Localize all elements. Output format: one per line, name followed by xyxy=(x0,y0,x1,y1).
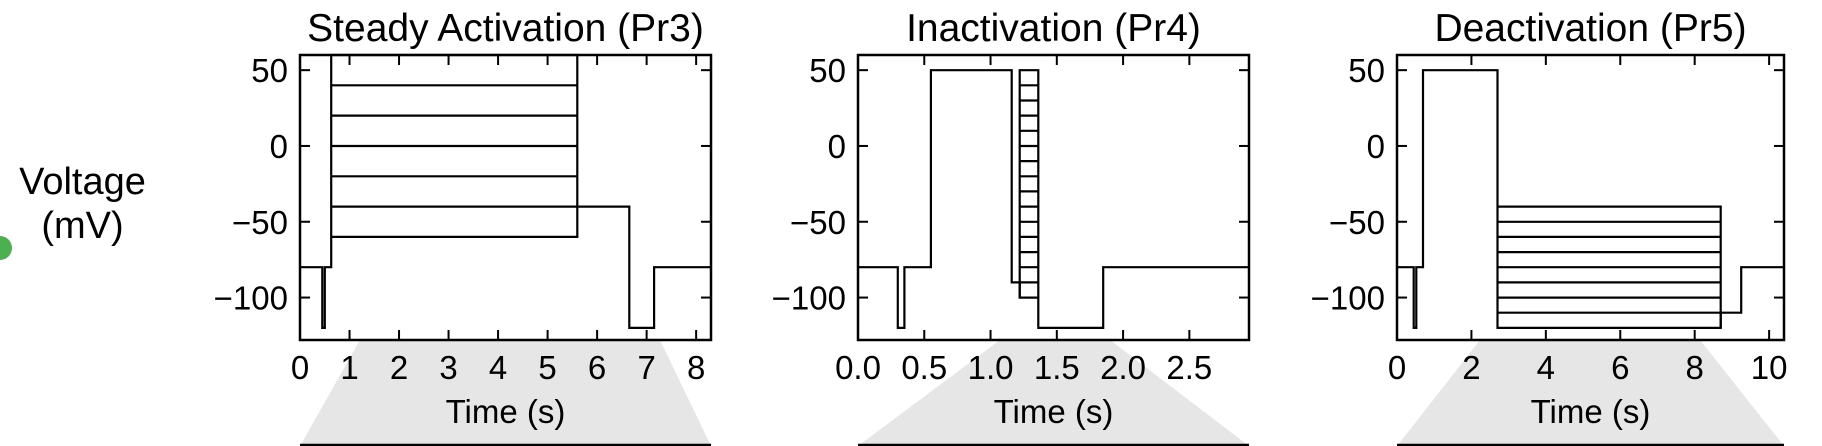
y-tick-label: 50 xyxy=(809,52,846,89)
voltage-axis-label: Voltage (mV) xyxy=(0,160,165,248)
green-marker-dot xyxy=(0,236,12,260)
x-tick-label: 5 xyxy=(538,349,556,386)
x-tick-label: 8 xyxy=(687,349,705,386)
x-tick-label: 6 xyxy=(1611,349,1629,386)
plot-frame xyxy=(856,53,1251,342)
x-tick-label: 0 xyxy=(1388,349,1406,386)
plot-frame xyxy=(298,53,713,342)
voltage-trace-1 xyxy=(858,69,1249,329)
ylabel-line1: Voltage xyxy=(19,161,146,203)
y-tick-label: 50 xyxy=(1348,52,1385,89)
x-tick-label: 0 xyxy=(291,349,309,386)
voltage-trace-1 xyxy=(1397,69,1784,329)
x-tick-label: 2.0 xyxy=(1100,349,1146,386)
zoom-fan-2 xyxy=(858,340,1249,446)
protocol-panel-1: Steady Activation (Pr3)0 1 2 3 4 5 6 7 8500−50−1… xyxy=(214,7,713,430)
x-tick-label: 4 xyxy=(1537,349,1555,386)
x-tick-label: 1.5 xyxy=(1034,349,1080,386)
y-tick-label: −100 xyxy=(214,280,288,317)
panel-title: Inactivation (Pr4) xyxy=(906,7,1201,50)
voltage-trace-1 xyxy=(300,53,711,329)
protocol-panel-3: Deactivation (Pr5) 0 2 4 6 8 10 50 0 −50 −100 Time … xyxy=(1311,7,1788,430)
x-tick-label: 0.0 xyxy=(835,349,881,386)
x-tick-label: 6 xyxy=(588,349,606,386)
ylabel-line2: (mV) xyxy=(41,205,124,247)
y-tick-label: −100 xyxy=(1311,280,1385,317)
voltage-trace-2 xyxy=(1018,69,1040,298)
zoom-fan-3 xyxy=(1397,340,1784,446)
x-tick-label: 1.0 xyxy=(968,349,1014,386)
x-axis-label: Time (s) xyxy=(994,393,1114,430)
panel-title: Steady Activation (Pr3) xyxy=(307,7,704,50)
y-tick-label: 0 xyxy=(270,128,288,165)
y-tick-label: 50 xyxy=(251,52,288,89)
plot-frame xyxy=(1395,53,1786,342)
y-tick-label: −50 xyxy=(1329,204,1385,241)
x-tick-label: 8 xyxy=(1686,349,1704,386)
voltage-trace-7 xyxy=(331,206,579,238)
y-tick-label: 0 xyxy=(828,128,846,165)
y-tick-label: −50 xyxy=(232,204,288,241)
protocol-panel-2: Inactivation (Pr4) 0.0 0.5 1.0 1.5 2.0 2.5 50 0 −… xyxy=(772,7,1251,430)
x-tick-label: 0.5 xyxy=(901,349,947,386)
x-tick-label: 1 xyxy=(340,349,358,386)
panel-title: Deactivation (Pr5) xyxy=(1434,7,1746,50)
x-tick-label: 10 xyxy=(1751,349,1788,386)
y-tick-label: −100 xyxy=(772,280,846,317)
x-axis-label: Time (s) xyxy=(1531,393,1651,430)
y-tick-label: 0 xyxy=(1367,128,1385,165)
zoom-fan-1 xyxy=(300,340,711,446)
x-tick-label: 4 xyxy=(489,349,507,386)
x-tick-label: 7 xyxy=(637,349,655,386)
x-tick-label: 2 xyxy=(390,349,408,386)
x-tick-label: 3 xyxy=(439,349,457,386)
voltage-trace-2 xyxy=(1497,205,1722,328)
x-tick-label: 2 xyxy=(1462,349,1480,386)
x-tick-label: 2.5 xyxy=(1166,349,1212,386)
x-axis-label: Time (s) xyxy=(446,393,566,430)
y-tick-label: −50 xyxy=(790,204,846,241)
